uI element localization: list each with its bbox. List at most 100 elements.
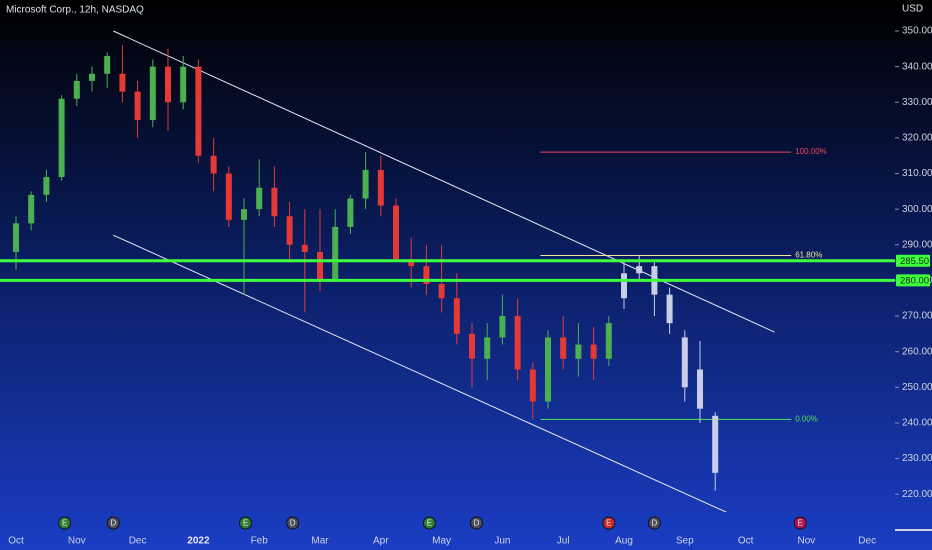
event-marker	[793, 516, 807, 530]
y-tick-label: 290.00	[902, 239, 932, 250]
event-label: E	[62, 519, 67, 528]
candle-body	[393, 205, 399, 260]
currency-label: USD	[902, 4, 923, 15]
event-label: D	[652, 519, 658, 528]
candle-body	[134, 91, 141, 121]
candle-body	[73, 80, 80, 99]
plot-area	[13, 30, 792, 512]
x-tick-label: Jun	[494, 536, 510, 547]
candle-body	[529, 369, 536, 402]
price-tag	[896, 254, 930, 267]
y-tick-label: 310.00	[902, 168, 932, 179]
y-tick-label: 330.00	[902, 97, 932, 108]
event-marker	[286, 516, 300, 530]
event-marker	[602, 516, 616, 530]
candle-body	[712, 415, 719, 473]
candle-body	[484, 337, 491, 359]
y-tick-label: 220.00	[902, 489, 932, 500]
event-label: D	[110, 519, 116, 528]
fib-label: 100.00%	[795, 147, 827, 156]
x-tick-label: May	[432, 536, 451, 547]
candle-body	[636, 266, 643, 274]
x-tick-label: Aug	[615, 536, 633, 547]
x-tick-label: Mar	[311, 536, 329, 547]
x-tick-label: Jul	[557, 536, 570, 547]
event-marker	[58, 516, 72, 530]
price-tag-label: 280.00	[900, 275, 929, 286]
candle-body	[681, 337, 688, 388]
x-tick-label: Dec	[858, 536, 876, 547]
candle-body	[362, 169, 369, 199]
candle-body	[104, 55, 111, 74]
candle-body	[423, 266, 430, 284]
event-label: D	[290, 519, 296, 528]
event-marker	[647, 516, 661, 530]
candle-body	[13, 223, 19, 252]
candle-body	[438, 283, 445, 299]
candle-body	[332, 226, 339, 281]
x-tick-label: Apr	[373, 536, 389, 547]
candle-body	[286, 216, 293, 245]
x-tick-label: Oct	[8, 536, 24, 547]
candle-body	[469, 333, 475, 359]
trendline	[113, 234, 728, 512]
x-tick-label: Feb	[251, 536, 269, 547]
y-tick-label: 320.00	[902, 133, 932, 144]
candle-body	[514, 316, 521, 370]
candle-body	[590, 344, 597, 359]
y-tick-label: 340.00	[902, 61, 932, 72]
candle-body	[560, 337, 567, 359]
candle-body	[545, 337, 551, 402]
x-tick-label: Dec	[129, 536, 147, 547]
candle-body	[499, 316, 506, 338]
y-tick-label: 300.00	[902, 204, 932, 215]
y-tick-label: 250.00	[902, 382, 932, 393]
candle-body	[377, 169, 384, 206]
price-tag	[896, 274, 930, 287]
chart-title: Microsoft Corp., 12h, NASDAQ	[6, 5, 144, 16]
candle-body	[180, 66, 187, 103]
event-marker	[422, 516, 436, 530]
candle-body	[195, 66, 202, 156]
x-tick-label: Nov	[68, 536, 86, 547]
y-tick-label: 230.00	[902, 453, 932, 464]
y-tick-label: 240.00	[902, 418, 932, 429]
x-tick-label: 2022	[187, 536, 210, 547]
candle-body	[89, 73, 95, 81]
event-label: E	[798, 519, 803, 528]
x-tick-label: Sep	[676, 536, 694, 547]
candle-body	[317, 251, 323, 281]
event-marker	[106, 516, 120, 530]
event-marker	[239, 516, 253, 530]
candle-body	[453, 298, 460, 334]
candle-body	[149, 66, 156, 121]
candle-body	[58, 98, 65, 178]
event-label: E	[606, 519, 611, 528]
y-tick-label: 260.00	[902, 346, 932, 357]
candle-body	[605, 323, 612, 359]
y-tick-label: 270.00	[902, 311, 932, 322]
candle-body	[697, 369, 703, 409]
candle-body	[621, 273, 627, 299]
event-label: E	[243, 519, 248, 528]
candle-body	[301, 244, 308, 252]
candle-body	[28, 194, 35, 224]
event-label: E	[427, 519, 432, 528]
x-tick-label: Nov	[798, 536, 816, 547]
candle-body	[666, 294, 673, 324]
candle-body	[575, 344, 582, 359]
candle-body	[165, 66, 171, 103]
candle-body	[210, 155, 217, 174]
candle-body	[43, 177, 50, 195]
candle-body	[256, 187, 263, 210]
fib-label: 0.00%	[795, 414, 818, 423]
x-tick-label: Oct	[738, 536, 754, 547]
event-label: D	[474, 519, 480, 528]
candle-body	[225, 173, 232, 220]
candle-body	[271, 187, 278, 217]
y-tick-label: 350.00	[902, 26, 932, 37]
price-tag-label: 285.50	[900, 256, 929, 267]
fib-label: 61.80%	[795, 251, 822, 260]
